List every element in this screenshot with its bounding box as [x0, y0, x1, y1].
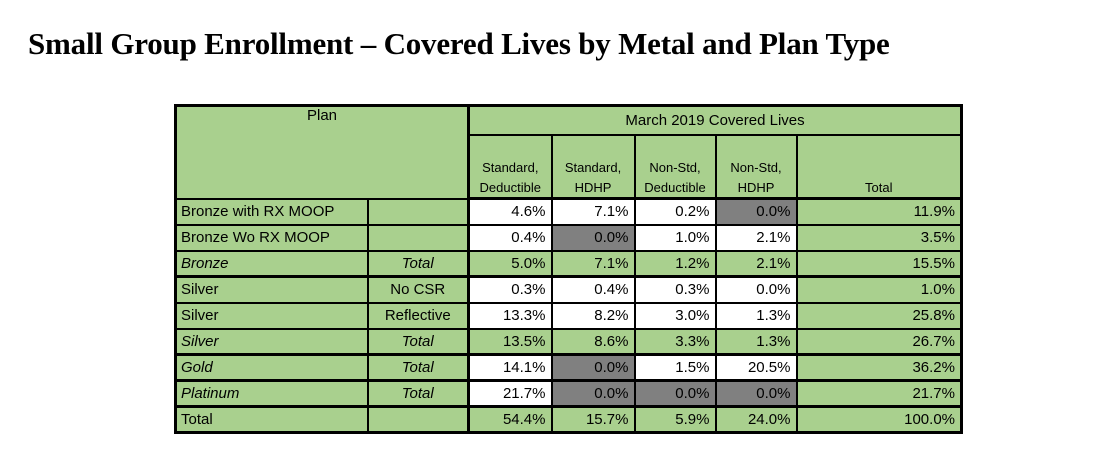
value-cell: 36.2% [795, 353, 963, 382]
value-cell: 26.7% [795, 327, 963, 356]
enrollment-table: Plan March 2019 Covered Lives Standard, … [174, 104, 963, 434]
value-cell: 0.0% [714, 379, 798, 408]
value-cell: 1.0% [633, 224, 717, 252]
value-cell: 54.4% [467, 405, 553, 434]
value-cell: 3.3% [633, 327, 717, 356]
value-cell: 13.5% [467, 327, 553, 356]
value-cell: 0.0% [550, 353, 636, 382]
plan-cell: Total [174, 405, 369, 434]
value-cell: 100.0% [795, 405, 963, 434]
value-cell: 0.4% [550, 275, 636, 304]
plan-cell: Gold [174, 353, 369, 382]
table-row-bronze-wo-rx-moop: Bronze Wo RX MOOP 0.4% 0.0% 1.0% 2.1% 3.5% [174, 224, 963, 252]
value-cell: 14.1% [467, 353, 553, 382]
value-cell: 2.1% [714, 249, 798, 278]
header-row-columns: Standard, Deductible Standard, HDHP Non-St… [176, 133, 963, 200]
plan-cell: Bronze [174, 249, 369, 278]
value-cell: 8.2% [550, 302, 636, 330]
value-cell: 21.7% [467, 379, 553, 408]
value-cell: 1.2% [633, 249, 717, 278]
value-cell: 0.0% [633, 379, 717, 408]
plan-cell: Bronze Wo RX MOOP [174, 224, 369, 252]
plan-subtype-cell: Total [366, 249, 470, 278]
column-header-non-std-hdhp: Non-Std, HDHP [714, 133, 798, 200]
plan-subtype-cell [366, 197, 470, 226]
value-cell: 7.1% [550, 197, 636, 226]
value-cell: 11.9% [795, 197, 963, 226]
plan-subtype-cell: Total [366, 327, 470, 356]
page-title: Small Group Enrollment – Covered Lives b… [28, 25, 890, 61]
plan-cell: Silver [174, 327, 369, 356]
value-cell: 3.5% [795, 224, 963, 252]
value-cell: 0.0% [550, 224, 636, 252]
value-cell: 25.8% [795, 302, 963, 330]
plan-cell: Bronze with RX MOOP [174, 197, 369, 226]
value-cell: 1.3% [714, 327, 798, 356]
plan-column-header: Plan [174, 104, 470, 200]
plan-cell: Platinum [174, 379, 369, 408]
value-cell: 24.0% [714, 405, 798, 434]
value-cell: 3.0% [633, 302, 717, 330]
value-cell: 0.2% [633, 197, 717, 226]
value-cell: 2.1% [714, 224, 798, 252]
covered-lives-group-header: March 2019 Covered Lives [467, 104, 963, 136]
value-cell: 15.5% [795, 249, 963, 278]
value-cell: 20.5% [714, 353, 798, 382]
value-cell: 0.0% [714, 275, 798, 304]
table-row-platinum-total: Platinum Total 21.7% 0.0% 0.0% 0.0% 21.7% [174, 379, 963, 408]
table-row-bronze-with-rx-moop: Bronze with RX MOOP 4.6% 7.1% 0.2% 0.0% 11.9% [174, 197, 963, 226]
value-cell: 0.3% [467, 275, 553, 304]
column-header-standard-hdhp: Standard, HDHP [550, 133, 636, 200]
value-cell: 21.7% [795, 379, 963, 408]
column-header-non-std-deductible: Non-Std, Deductible [633, 133, 717, 200]
value-cell: 1.5% [633, 353, 717, 382]
value-cell: 5.9% [633, 405, 717, 434]
plan-cell: Silver [174, 302, 369, 330]
plan-subtype-cell: Total [366, 379, 470, 408]
table-row-silver-reflective: Silver Reflective 13.3% 8.2% 3.0% 1.3% 25.8% [174, 302, 963, 330]
column-header-standard-deductible: Standard, Deductible [467, 133, 553, 200]
table-row-silver-total: Silver Total 13.5% 8.6% 3.3% 1.3% 26.7% [174, 327, 963, 356]
value-cell: 8.6% [550, 327, 636, 356]
value-cell: 1.0% [795, 275, 963, 304]
header-row-group: Plan March 2019 Covered Lives [174, 104, 963, 200]
value-cell: 0.0% [550, 379, 636, 408]
value-cell: 5.0% [467, 249, 553, 278]
value-cell: 0.3% [633, 275, 717, 304]
value-cell: 0.4% [467, 224, 553, 252]
value-cell: 0.0% [714, 197, 798, 226]
table-row-silver-no-csr: Silver No CSR 0.3% 0.4% 0.3% 0.0% 1.0% [174, 275, 963, 304]
column-header-total: Total [795, 133, 963, 200]
plan-cell: Silver [174, 275, 369, 304]
value-cell: 13.3% [467, 302, 553, 330]
plan-subtype-cell: Total [366, 353, 470, 382]
plan-subtype-cell [366, 405, 470, 434]
plan-subtype-cell: Reflective [366, 302, 470, 330]
table-row-bronze-total: Bronze Total 5.0% 7.1% 1.2% 2.1% 15.5% [174, 249, 963, 278]
value-cell: 1.3% [714, 302, 798, 330]
table-row-gold-total: Gold Total 14.1% 0.0% 1.5% 20.5% 36.2% [174, 353, 963, 382]
plan-subtype-cell: No CSR [366, 275, 470, 304]
plan-subtype-cell [366, 224, 470, 252]
table-row-total: Total 54.4% 15.7% 5.9% 24.0% 100.0% [174, 405, 963, 434]
value-cell: 15.7% [550, 405, 636, 434]
value-cell: 4.6% [467, 197, 553, 226]
value-cell: 7.1% [550, 249, 636, 278]
